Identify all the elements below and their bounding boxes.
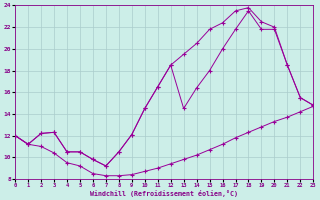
X-axis label: Windchill (Refroidissement éolien,°C): Windchill (Refroidissement éolien,°C) xyxy=(90,190,238,197)
